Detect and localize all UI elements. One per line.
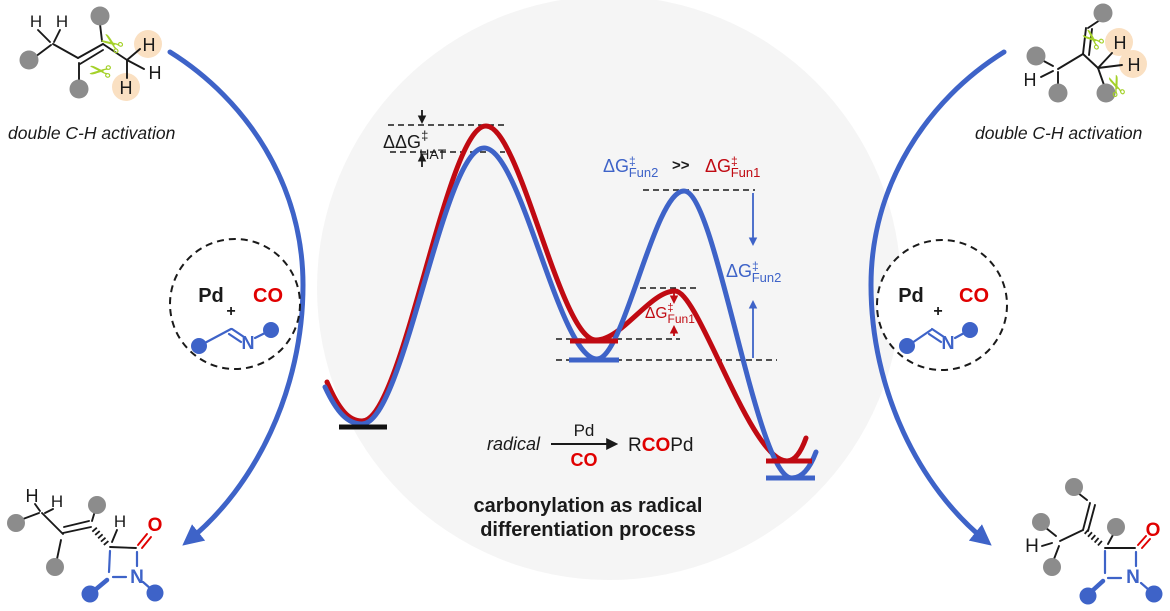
- h-atom: H: [30, 12, 42, 31]
- reactant-label: radical: [487, 434, 541, 454]
- h-atom: H: [51, 492, 63, 511]
- reaction-scheme: radical Pd CO RCOPd carbonylation as rad…: [474, 421, 703, 541]
- co-label: CO: [959, 285, 989, 307]
- h-atom: H: [114, 512, 126, 531]
- h-atom: H: [56, 12, 68, 31]
- right-product-structure: H O N: [1025, 478, 1163, 605]
- center-caption-line1: carbonylation as radical: [474, 495, 703, 517]
- substituent-dot: [88, 496, 106, 514]
- right-reactant-structure: H H H ✂ ✂: [1024, 3, 1147, 103]
- center-caption-line2: differentiation process: [480, 519, 696, 541]
- substituent-dot-blue: [81, 585, 99, 603]
- left-curved-arrow: [167, 49, 306, 546]
- product-label: RCOPd: [628, 435, 693, 456]
- left-product-structure: H H H O N: [7, 486, 164, 603]
- left-catalyst-circle: Pd + CO N: [169, 238, 301, 370]
- gray-backdrop-circle: [317, 0, 901, 580]
- compare-label-fun2: ΔG‡ Fun2: [603, 154, 658, 180]
- plus-sign: +: [226, 303, 235, 320]
- highlight-h: [134, 30, 162, 58]
- highlight-h: [1105, 28, 1133, 56]
- h-atom: H: [1024, 70, 1037, 90]
- bold-wedge-bond: [92, 577, 110, 593]
- substituent-dot-blue: [1079, 587, 1097, 605]
- h-atom: H: [1025, 536, 1039, 557]
- reaction-arrow-top-label: Pd: [574, 421, 595, 440]
- substituent-dot: [7, 514, 25, 532]
- substituent-dot: [1048, 83, 1068, 103]
- substituent-dot-blue: [146, 584, 164, 602]
- substituent-dot: [1107, 518, 1125, 536]
- scissors-icon: ✂: [87, 54, 113, 89]
- h-atom: H: [1114, 33, 1127, 53]
- plus-sign: +: [933, 303, 942, 320]
- substituent-dot-blue: [263, 322, 279, 338]
- pd-label: Pd: [198, 285, 224, 307]
- co-label: CO: [253, 285, 283, 307]
- fun2-label: ΔG‡ Fun2: [726, 259, 781, 285]
- dashed-circle: [876, 239, 1008, 371]
- substituent-dot: [1026, 46, 1046, 66]
- imine-structure: N: [899, 322, 978, 354]
- pd-label: Pd: [898, 285, 924, 307]
- reaction-arrow-bottom-label: CO: [571, 450, 598, 470]
- right-curved-arrow: [868, 49, 1007, 546]
- n-atom: N: [242, 333, 255, 353]
- h-atom: H: [149, 63, 162, 83]
- substituent-dot-blue: [899, 338, 915, 354]
- fun1-label: ΔG‡ Fun1: [645, 302, 695, 326]
- compare-label-fun1: ΔG‡ Fun1: [705, 154, 760, 180]
- substituent-dot: [1043, 558, 1061, 576]
- bold-wedge-bond: [1089, 578, 1106, 594]
- h-atom: H: [120, 78, 133, 98]
- substituent-dot: [1096, 83, 1116, 103]
- h-atom: H: [143, 35, 156, 55]
- energy-profile: ΔΔG‡ HAT ΔG‡ Fun2 >> ΔG‡ Fun1 ΔG‡ Fun2 ΔG‡ Fu…: [322, 110, 819, 481]
- substituent-dot: [1032, 513, 1050, 531]
- h-atom: H: [26, 486, 39, 506]
- compare-operator: >>: [672, 157, 690, 174]
- o-atom: O: [1146, 520, 1161, 541]
- substituent-dot: [46, 558, 64, 576]
- right-catalyst-circle: Pd + CO N: [876, 239, 1008, 371]
- substituent-dot: [19, 50, 39, 70]
- n-atom: N: [942, 333, 955, 353]
- imine-structure: N: [191, 322, 279, 354]
- o-atom: O: [148, 515, 163, 536]
- substituent-dot: [90, 6, 110, 26]
- scissors-icon: ✂: [1073, 19, 1112, 59]
- substituent-dot-blue: [962, 322, 978, 338]
- left-caption: double C-H activation: [8, 123, 175, 143]
- substituent-dot: [1065, 478, 1083, 496]
- substituent-dot: [1093, 3, 1113, 23]
- substituent-dot-blue: [1145, 585, 1163, 603]
- highlight-h: [112, 73, 140, 101]
- n-atom: N: [1126, 567, 1140, 588]
- hash-wedge-bond: [91, 527, 110, 546]
- substituent-dot: [69, 79, 89, 99]
- n-atom: N: [130, 567, 144, 588]
- right-caption: double C-H activation: [975, 123, 1142, 143]
- ddg-hat-label: ΔΔG‡ HAT: [383, 128, 447, 162]
- hash-wedge-bond: [1084, 528, 1104, 548]
- substituent-dot-blue: [191, 338, 207, 354]
- highlight-h: [1119, 50, 1147, 78]
- left-reactant-structure: H H H H H ✂ ✂: [19, 6, 162, 101]
- h-atom: H: [1128, 55, 1141, 75]
